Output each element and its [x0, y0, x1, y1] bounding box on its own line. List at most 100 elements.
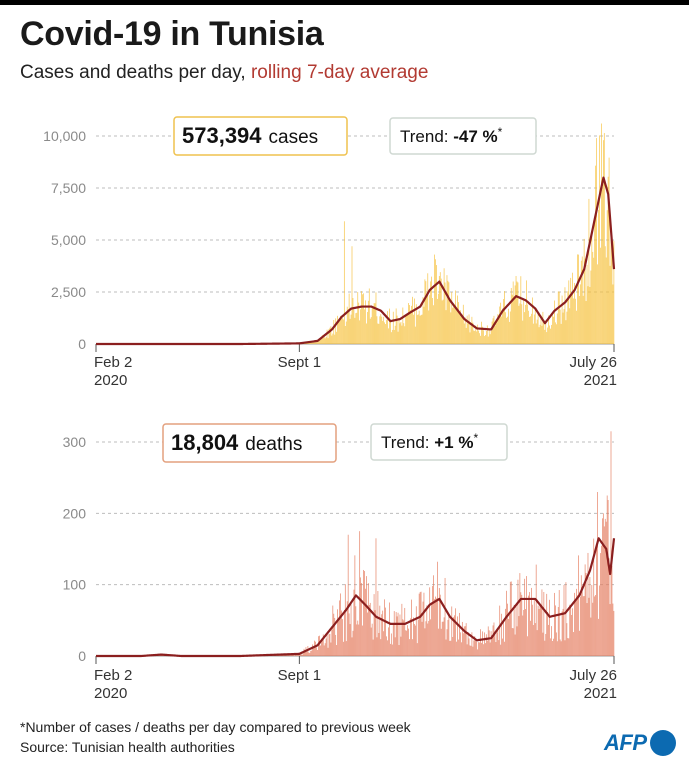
cases-bar	[342, 318, 343, 344]
cases-total-value: 573,394	[182, 123, 262, 148]
cases-bar	[360, 309, 361, 344]
deaths-bar	[375, 538, 377, 656]
cases-bar	[494, 325, 496, 344]
cases-bar	[595, 165, 597, 344]
deaths-bar	[528, 595, 529, 656]
deaths-bar	[470, 645, 472, 656]
deaths-bar	[460, 632, 461, 656]
cases-bar	[367, 300, 369, 344]
deaths-bar	[360, 577, 361, 656]
deaths-bar	[413, 617, 414, 656]
deaths-bar	[355, 606, 357, 656]
cases-bar	[550, 328, 551, 344]
deaths-bar	[602, 513, 604, 656]
deaths-bar	[347, 534, 349, 656]
cases-bar	[553, 316, 554, 344]
deaths-bar	[389, 602, 390, 656]
deaths-bar	[553, 638, 554, 656]
cases-bar	[317, 341, 318, 344]
deaths-xtick-label: July 26	[569, 667, 617, 684]
cases-bar	[373, 303, 375, 344]
deaths-bar	[481, 642, 482, 656]
deaths-bar	[424, 628, 426, 656]
cases-bar	[610, 225, 612, 344]
cases-total-text: 573,394 cases	[182, 123, 318, 148]
cases-bar	[457, 295, 458, 344]
cases-bar	[611, 238, 613, 344]
deaths-bar	[380, 639, 382, 656]
cases-bar	[339, 319, 340, 344]
top-bar	[0, 0, 689, 5]
cases-bar	[331, 335, 333, 344]
cases-bar	[534, 307, 536, 344]
deaths-bar	[342, 619, 343, 656]
cases-bar	[361, 291, 362, 344]
cases-bar	[414, 326, 416, 344]
cases-bar	[319, 339, 320, 344]
cases-xtick-label: Feb 2	[94, 354, 132, 371]
cases-bar	[409, 305, 410, 344]
cases-bar	[421, 314, 423, 344]
cases-bar	[471, 316, 473, 344]
deaths-bar	[401, 603, 403, 656]
cases-bar	[376, 316, 378, 344]
deaths-bar	[546, 593, 548, 656]
deaths-bar	[456, 641, 457, 656]
deaths-bar	[292, 654, 293, 656]
deaths-bar	[416, 643, 418, 656]
deaths-bar	[332, 605, 334, 656]
deaths-bar	[320, 641, 322, 656]
deaths-bar	[468, 638, 470, 656]
deaths-bar	[555, 605, 556, 656]
deaths-bar	[311, 650, 313, 656]
deaths-bar	[398, 645, 400, 656]
cases-bar	[415, 304, 417, 344]
deaths-bar	[562, 608, 564, 656]
deaths-bar	[535, 564, 537, 656]
deaths-bar	[603, 526, 605, 656]
deaths-bar	[308, 652, 310, 656]
cases-bar	[381, 316, 383, 344]
deaths-bar	[452, 636, 454, 656]
cases-bar	[488, 330, 490, 344]
deaths-bar	[559, 639, 561, 656]
deaths-bar	[503, 622, 504, 656]
deaths-bar	[321, 638, 323, 656]
cases-bar	[354, 317, 356, 344]
cases-bar	[450, 312, 452, 344]
cases-bar	[475, 325, 477, 344]
deaths-bar	[513, 604, 515, 656]
deaths-bar	[410, 618, 411, 656]
cases-bar	[556, 313, 558, 344]
deaths-bar	[585, 572, 587, 656]
deaths-xtick-year: 2020	[94, 685, 127, 702]
cases-bar	[540, 315, 542, 344]
deaths-bar	[350, 601, 352, 656]
deaths-bar	[296, 654, 297, 656]
deaths-bar	[569, 604, 571, 656]
deaths-bar	[415, 606, 417, 656]
deaths-bar	[409, 639, 410, 656]
deaths-bar	[386, 636, 387, 656]
cases-bar	[332, 333, 334, 344]
deaths-bar	[298, 654, 300, 656]
deaths-bar	[611, 565, 613, 656]
cases-bar	[518, 305, 520, 344]
deaths-bar	[346, 601, 348, 656]
cases-bar	[579, 284, 581, 344]
cases-bar	[401, 325, 403, 344]
cases-xtick-year: 2021	[584, 372, 617, 389]
deaths-bar	[317, 649, 318, 656]
cases-bar	[531, 313, 532, 344]
cases-bar	[357, 292, 359, 344]
cases-bar	[442, 299, 444, 344]
deaths-bar	[339, 600, 340, 656]
cases-bar	[537, 313, 539, 344]
deaths-bar	[551, 626, 552, 656]
cases-bar	[320, 336, 322, 344]
cases-bar	[359, 320, 361, 344]
deaths-bar	[571, 614, 573, 656]
deaths-bar	[368, 604, 370, 656]
cases-bar	[445, 310, 447, 344]
deaths-bar	[588, 597, 590, 656]
